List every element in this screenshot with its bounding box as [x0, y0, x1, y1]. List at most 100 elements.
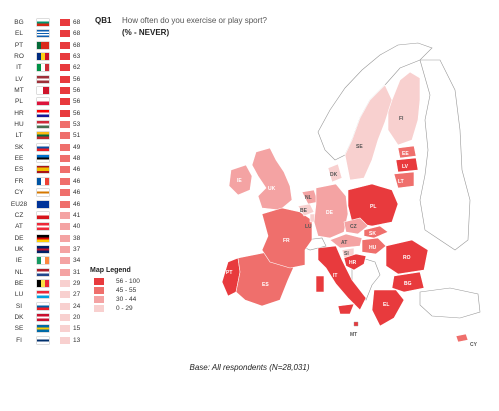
country-code: PT: [14, 41, 24, 49]
flag-icon: [37, 200, 49, 208]
country-cz: [343, 217, 369, 235]
map-legend: Map Legend 56 - 100 45 - 55 30 - 44 0 - 29: [90, 267, 170, 313]
country-code: LV: [15, 75, 23, 83]
map-label-ro: RO: [403, 255, 411, 261]
map-label-be: BE: [300, 208, 308, 214]
country-code: HR: [14, 109, 24, 117]
legend-swatch: [94, 278, 104, 285]
legend-label: 0 - 29: [116, 305, 133, 312]
country-row: HR 56: [0, 108, 85, 119]
legend-label: 45 - 55: [116, 287, 137, 294]
country-row: LU 27: [0, 289, 85, 300]
region-norway: [317, 42, 433, 161]
value-swatch: [60, 302, 70, 310]
country-value: 53: [73, 121, 81, 129]
country-row: ES 46: [0, 164, 85, 175]
country-code: DK: [14, 313, 24, 321]
legend-item: 0 - 29: [90, 304, 170, 313]
country-value: 56: [73, 87, 81, 95]
country-value: 31: [73, 268, 81, 276]
country-value: 46: [73, 200, 81, 208]
country-value: 62: [73, 64, 81, 72]
country-row: CY 46: [0, 187, 85, 198]
flag-icon: [37, 268, 49, 276]
value-swatch: [60, 211, 70, 219]
map-label-dk: DK: [330, 172, 338, 178]
value-swatch: [60, 313, 70, 321]
country-value: 68: [73, 19, 81, 26]
value-swatch: [60, 75, 70, 83]
value-swatch: [60, 268, 70, 276]
map-label-hu: HU: [369, 245, 377, 251]
legend-swatch: [94, 287, 104, 294]
country-row: EU28 46: [0, 199, 85, 210]
country-code: LU: [14, 291, 24, 299]
flag-icon: [37, 211, 49, 219]
base-note: Base: All respondents (N=28,031): [189, 363, 310, 372]
legend-swatch: [94, 296, 104, 303]
country-at: [329, 233, 363, 249]
value-swatch: [60, 291, 70, 299]
value-swatch: [60, 41, 70, 49]
country-mt: [353, 321, 359, 327]
country-row: BG 68: [0, 17, 85, 28]
country-code: EL: [15, 30, 23, 38]
flag-icon: [37, 279, 49, 287]
country-code: FR: [14, 177, 24, 185]
country-row: EE 48: [0, 153, 85, 164]
country-row: DK 20: [0, 312, 85, 323]
value-swatch: [60, 98, 70, 106]
country-code: IE: [15, 257, 23, 265]
question-code: QB1: [95, 16, 112, 25]
country-it-sicily: [337, 303, 355, 315]
country-code: ES: [14, 166, 24, 174]
country-value: 48: [73, 155, 81, 163]
value-swatch: [60, 30, 70, 38]
flag-icon: [37, 41, 49, 49]
country-sk: [363, 225, 389, 239]
country-code: MT: [14, 87, 24, 95]
value-swatch: [60, 166, 70, 174]
country-value: 37: [73, 245, 81, 253]
country-row: LT 51: [0, 130, 85, 141]
country-value: 29: [73, 279, 81, 287]
country-value: 20: [73, 313, 81, 321]
country-row: PT 68: [0, 40, 85, 51]
map-label-lv: LV: [402, 164, 409, 170]
country-value: 46: [73, 177, 81, 185]
flag-icon: [37, 313, 49, 321]
value-swatch: [60, 143, 70, 151]
flag-icon: [37, 189, 49, 197]
country-value: 56: [73, 109, 81, 117]
map-label-lt: LT: [398, 179, 404, 185]
value-swatch: [60, 257, 70, 265]
value-swatch: [60, 325, 70, 333]
map-label-fi: FI: [399, 116, 404, 122]
flag-icon: [37, 121, 49, 129]
country-value: 49: [73, 143, 81, 151]
legend-item: 45 - 55: [90, 286, 170, 295]
country-value: 46: [73, 189, 81, 197]
value-swatch: [60, 223, 70, 231]
value-swatch: [60, 245, 70, 253]
question-text: How often do you exercise or play sport?: [122, 16, 267, 25]
country-row: IE 34: [0, 255, 85, 266]
country-row: BE 29: [0, 278, 85, 289]
flag-icon: [37, 132, 49, 140]
country-value: 68: [73, 30, 81, 38]
country-row: HU 53: [0, 119, 85, 130]
map-label-el: EL: [383, 302, 389, 308]
flag-icon: [37, 87, 49, 95]
country-value: 27: [73, 291, 81, 299]
map-label-de: DE: [326, 210, 334, 216]
country-fr: [261, 207, 313, 269]
country-row: SE 15: [0, 323, 85, 334]
country-code: DE: [14, 234, 24, 242]
flag-icon: [37, 336, 49, 344]
country-value: 40: [73, 223, 81, 231]
country-row: EL 68: [0, 28, 85, 39]
legend-items: 56 - 100 45 - 55 30 - 44 0 - 29: [90, 277, 170, 313]
country-row: IT 62: [0, 62, 85, 73]
flag-icon: [37, 257, 49, 265]
